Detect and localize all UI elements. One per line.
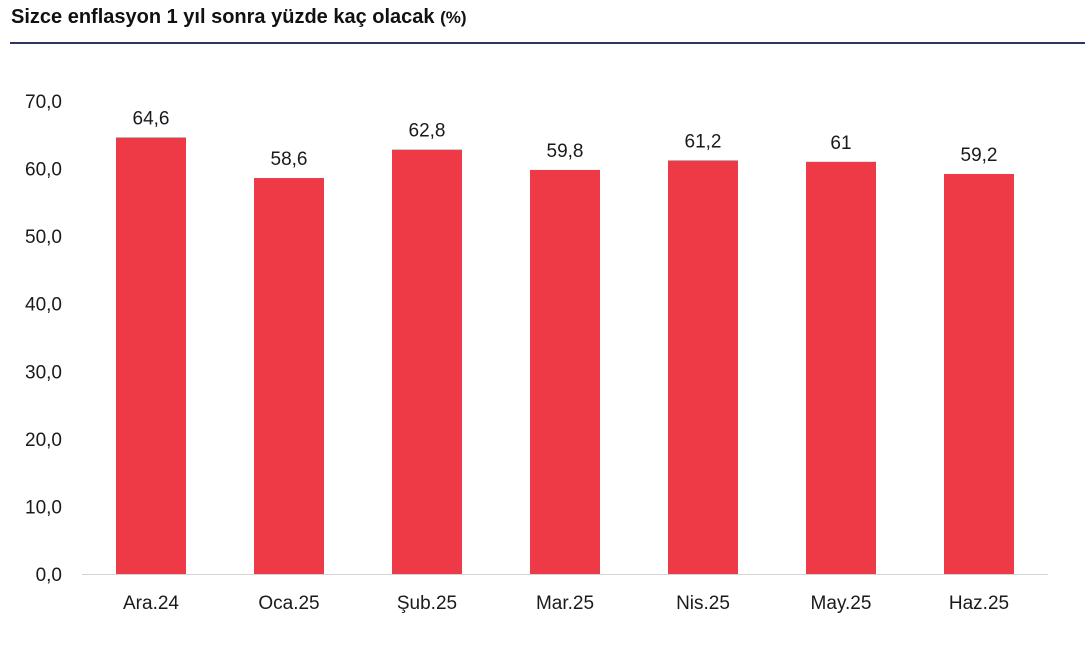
- y-tick-label: 60,0: [25, 160, 62, 181]
- bar: [254, 178, 324, 574]
- y-axis-tick-labels: 0,0 10,0 20,0 30,0 40,0 50,0 60,0 70,0: [25, 92, 62, 586]
- chart-title-unit: (%): [440, 8, 467, 27]
- chart-title-text: Sizce enflasyon 1 yıl sonra yüzde kaç ol…: [11, 6, 435, 28]
- bar-value-label: 64,6: [133, 108, 170, 129]
- y-tick-label: 40,0: [25, 295, 62, 316]
- y-tick-label: 70,0: [25, 92, 62, 113]
- bar: [944, 173, 1014, 574]
- x-tick-label: Haz.25: [949, 593, 1009, 614]
- bar: [530, 169, 600, 574]
- bar-value-label: 59,2: [961, 145, 998, 166]
- title-divider: [10, 42, 1085, 44]
- bar: [668, 160, 738, 574]
- x-tick-label: Mar.25: [536, 593, 594, 614]
- x-axis-tick-labels: Ara.24 Oca.25 Şub.25 Mar.25 Nis.25 May.25 Haz.…: [123, 593, 1009, 614]
- bar-value-label: 61: [830, 133, 851, 154]
- x-tick-label: Şub.25: [397, 593, 457, 614]
- bar-value-label: 61,2: [685, 131, 722, 152]
- x-tick-label: Nis.25: [676, 593, 730, 614]
- bar-value-label: 62,8: [409, 121, 446, 142]
- x-tick-label: Oca.25: [258, 593, 319, 614]
- bar: [392, 149, 462, 574]
- y-tick-label: 10,0: [25, 497, 62, 518]
- bar: [806, 161, 876, 575]
- x-tick-label: May.25: [811, 593, 872, 614]
- bar-value-label: 58,6: [271, 149, 308, 170]
- y-tick-label: 20,0: [25, 430, 62, 451]
- y-tick-label: 30,0: [25, 362, 62, 383]
- bar-value-label: 59,8: [547, 141, 584, 162]
- y-tick-label: 50,0: [25, 227, 62, 248]
- bar-series: [116, 137, 1014, 575]
- data-labels: 64,6 58,6 62,8 59,8 61,2 61 59,2: [133, 108, 998, 170]
- bar: [116, 137, 186, 574]
- x-tick-label: Ara.24: [123, 593, 179, 614]
- chart-title: Sizce enflasyon 1 yıl sonra yüzde kaç ol…: [11, 6, 467, 29]
- y-tick-label: 0,0: [36, 565, 62, 586]
